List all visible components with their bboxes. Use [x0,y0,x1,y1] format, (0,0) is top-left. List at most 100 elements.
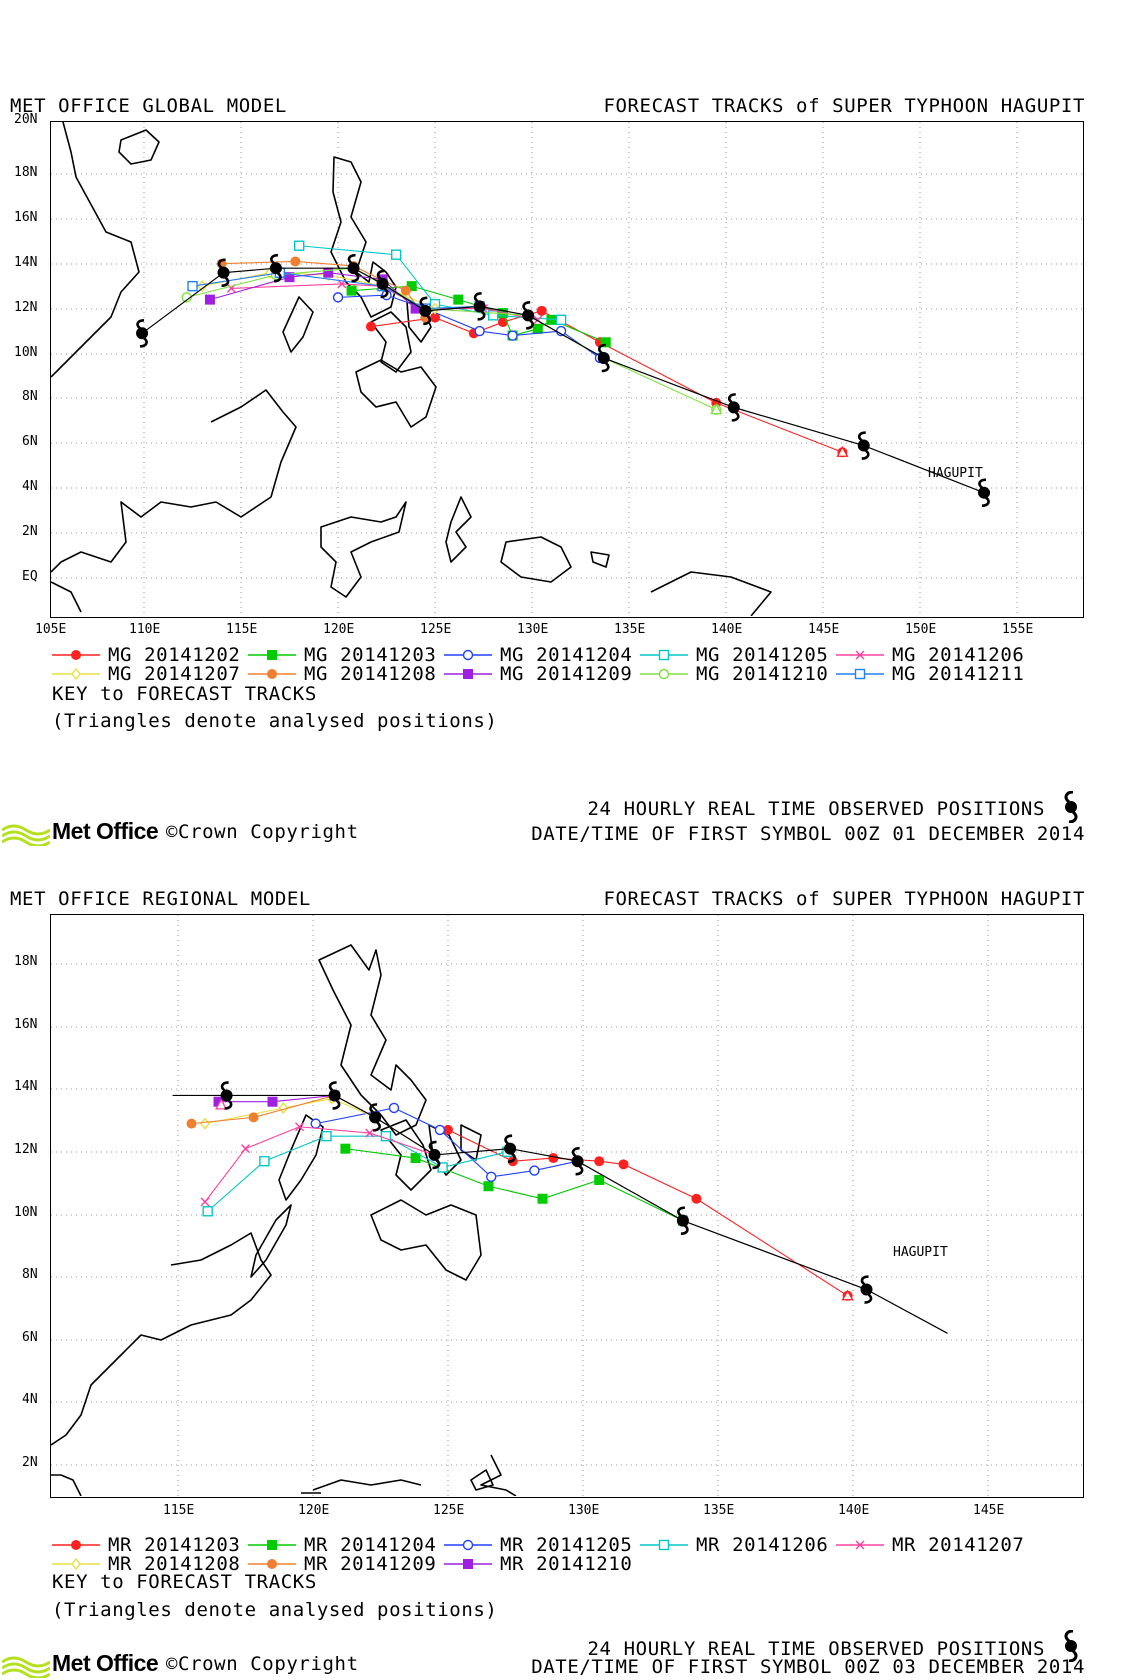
panel1-lon-155e: 155E [1002,622,1034,637]
panel2-key-title: KEY to FORECAST TRACKS [52,1571,317,1593]
panel2-observed-label: 24 HOURLY REAL TIME OBSERVED POSITIONS [587,1638,1045,1660]
legend-label: MG 20141211 [892,663,1025,685]
panel2-lat-4n: 4N [22,1392,38,1407]
legend-label: MR 20141210 [500,1553,633,1575]
crown-copyright: ©Crown Copyright [166,1653,359,1675]
legend-label: MG 20141202 [108,644,241,666]
panel1-first-symbol: DATE/TIME OF FIRST SYMBOL 00Z 01 DECEMBE… [531,823,1085,845]
observed-position-icon [369,1103,382,1132]
panel1-lat-18n: 18N [14,165,38,180]
panel1-lat-10n: 10N [14,345,38,360]
crown-copyright: ©Crown Copyright [166,821,359,843]
panel1-lon-140e: 140E [711,622,743,637]
observed-position-icon [473,292,486,321]
panel1-lon-145e: 145E [808,622,840,637]
panel1-lat-2n: 2N [22,524,38,539]
panel2-lat-6n: 6N [22,1330,38,1345]
observed-position-icon [597,343,610,373]
panel2-lon-130e: 130E [568,1503,600,1518]
panel2-lat-8n: 8N [22,1267,38,1282]
panel1-lon-105e: 105E [35,622,67,637]
legend-label: MR 20141204 [304,1534,437,1556]
legend-label: MR 20141208 [108,1553,241,1575]
legend-label: MG 20141207 [108,663,241,685]
panel2-lon-120e: 120E [298,1503,330,1518]
panel1-observed-label: 24 HOURLY REAL TIME OBSERVED POSITIONS [587,798,1045,820]
panel1-lon-150e: 150E [905,622,937,637]
panel1-lon-110e: 110E [129,622,161,637]
panel1-lat-14n: 14N [14,255,38,270]
observed-position-icon [522,301,535,330]
observed-position-icon [136,318,149,348]
panel1-forecast-title: FORECAST TRACKS of SUPER TYPHOON HAGUPIT [603,95,1085,117]
panel2-lon-145e: 145E [973,1503,1005,1518]
legend-label: MG 20141209 [500,663,633,685]
legend-label: MG 20141208 [304,663,437,685]
observed-position-icon [328,1081,341,1110]
legend-label: MG 20141206 [892,644,1025,666]
panel1-lat-eq: EQ [22,569,38,584]
observed-position-icon [571,1146,584,1176]
observed-position-icon [419,296,432,326]
panel2-lat-2n: 2N [22,1455,38,1470]
legend-label: MG 20141204 [500,644,633,666]
panel1-lon-115e: 115E [226,622,258,637]
panel2-forecast-title: FORECAST TRACKS of SUPER TYPHOON HAGUPIT [603,888,1085,910]
panel1-key-note: (Triangles denote analysed positions) [52,710,498,732]
met-office-wave-icon [2,824,50,846]
panel2-lat-12n: 12N [14,1142,38,1157]
observed-position-icon [376,269,389,299]
panel1-key-title: KEY to FORECAST TRACKS [52,683,317,705]
panel1-lat-20n: 20N [14,112,38,127]
panel1-model-title: MET OFFICE GLOBAL MODEL [10,95,287,117]
observed-position-icon [860,1275,873,1304]
legend-label: MR 20141206 [696,1534,829,1556]
panel2-lon-115e: 115E [163,1503,195,1518]
panel2-first-symbol: DATE/TIME OF FIRST SYMBOL 00Z 03 DECEMBE… [531,1656,1085,1678]
met-office-logo: Met Office ©Crown Copyright [2,1650,382,1680]
observed-position-icon [504,1134,517,1163]
observed-position-icon [676,1206,689,1235]
observed-position-icon [857,431,870,460]
legend-label: MR 20141205 [500,1534,633,1556]
met-office-brand: Met Office [52,1650,159,1676]
panel2-lon-140e: 140E [838,1503,870,1518]
typhoon-symbol-icon [1064,1630,1078,1662]
met-office-brand: Met Office [52,818,159,844]
observed-position-icon [428,1140,441,1170]
panel2-lat-10n: 10N [14,1205,38,1220]
observed-position-icon [727,393,740,422]
panel2-lat-18n: 18N [14,954,38,969]
panel2-storm-label: HAGUPIT [893,1245,948,1260]
legend-label: MR 20141207 [892,1534,1025,1556]
legend-label: MG 20141203 [304,644,437,666]
legend-label: MR 20141209 [304,1553,437,1575]
observed-position-icon [347,253,360,283]
panel2-lat-14n: 14N [14,1079,38,1094]
panel1-lat-4n: 4N [22,479,38,494]
panel2-lon-125e: 125E [433,1503,465,1518]
observed-position-icon [978,478,991,507]
typhoon-symbol-icon [1064,791,1078,823]
observed-position-icon [269,253,282,283]
panel2-lon-135e: 135E [703,1503,735,1518]
panel2-model-title: MET OFFICE REGIONAL MODEL [10,888,311,910]
panel1-lon-120e: 120E [323,622,355,637]
panel1-storm-label: HAGUPIT [928,466,983,481]
panel2-forecast-tracks [172,1081,948,1334]
legend-label: MG 20141210 [696,663,829,685]
panel1-lat-6n: 6N [22,434,38,449]
legend-label: MR 20141203 [108,1534,241,1556]
panel1-lat-16n: 16N [14,210,38,225]
observed-position-icon [220,1081,233,1110]
panel2-lat-16n: 16N [14,1017,38,1032]
legend-label: MG 20141205 [696,644,829,666]
panel1-map: HAGUPIT [50,121,1084,618]
panel2-map: HAGUPIT [50,914,1084,1498]
panel2-key-note: (Triangles denote analysed positions) [52,1599,498,1621]
met-office-wave-icon [2,1656,50,1678]
panel1-lon-125e: 125E [420,622,452,637]
met-office-logo: Met Office ©Crown Copyright [2,818,382,848]
panel1-lon-135e: 135E [614,622,646,637]
observed-position-icon [217,258,230,287]
